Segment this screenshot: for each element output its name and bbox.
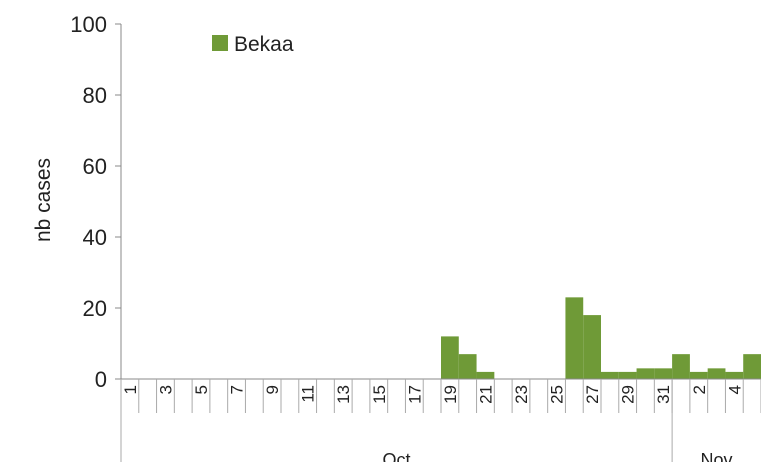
- bar: [636, 368, 655, 379]
- x-tick-label: 13: [334, 385, 353, 404]
- x-tick-label: 11: [299, 385, 318, 403]
- bar: [618, 371, 637, 379]
- x-tick-label: 5: [192, 385, 211, 394]
- legend-swatch: [212, 35, 228, 51]
- x-tick-label: 23: [512, 385, 531, 404]
- legend-label: Bekaa: [234, 33, 294, 56]
- bar: [476, 371, 495, 379]
- y-tick-label: 40: [83, 225, 107, 250]
- bar: [672, 354, 690, 379]
- x-tick-label: 3: [156, 385, 175, 394]
- x-tick-label: 1: [121, 385, 140, 394]
- y-tick-label: 20: [83, 296, 107, 321]
- x-tick-label: 7: [228, 385, 247, 394]
- bar: [601, 371, 619, 379]
- y-axis: 0 20 40 60 80 100: [70, 12, 122, 392]
- y-axis-title: nb cases: [32, 158, 55, 242]
- bars: [441, 297, 761, 379]
- month-label: Oct: [383, 450, 411, 462]
- x-tick-label: 21: [476, 385, 495, 404]
- bar: [654, 368, 673, 379]
- bar: [565, 297, 584, 379]
- x-tick-label: 4: [725, 385, 744, 394]
- x-tick-label: 2: [690, 385, 709, 394]
- y-tick-label: 80: [83, 83, 107, 108]
- x-tick-label: 9: [263, 385, 282, 394]
- bar: [689, 371, 708, 379]
- x-tick-label: 19: [441, 385, 460, 404]
- x-tick-label: 29: [619, 385, 638, 404]
- bar: [583, 315, 601, 379]
- legend: Bekaa: [212, 33, 294, 56]
- bar: [458, 354, 477, 379]
- y-tick-label: 0: [95, 367, 107, 392]
- y-tick-label: 100: [70, 12, 107, 37]
- bar: [743, 354, 761, 379]
- x-tick-label: 15: [370, 385, 389, 404]
- bar: [441, 336, 459, 379]
- bar: [725, 371, 744, 379]
- x-tick-label: 27: [583, 385, 602, 404]
- x-tick-label: 25: [548, 385, 567, 404]
- y-tick-label: 60: [83, 154, 107, 179]
- x-tick-label: 17: [405, 385, 424, 404]
- month-label: Nov: [701, 450, 733, 462]
- bar: [707, 368, 726, 379]
- x-tick-label: 31: [654, 385, 673, 404]
